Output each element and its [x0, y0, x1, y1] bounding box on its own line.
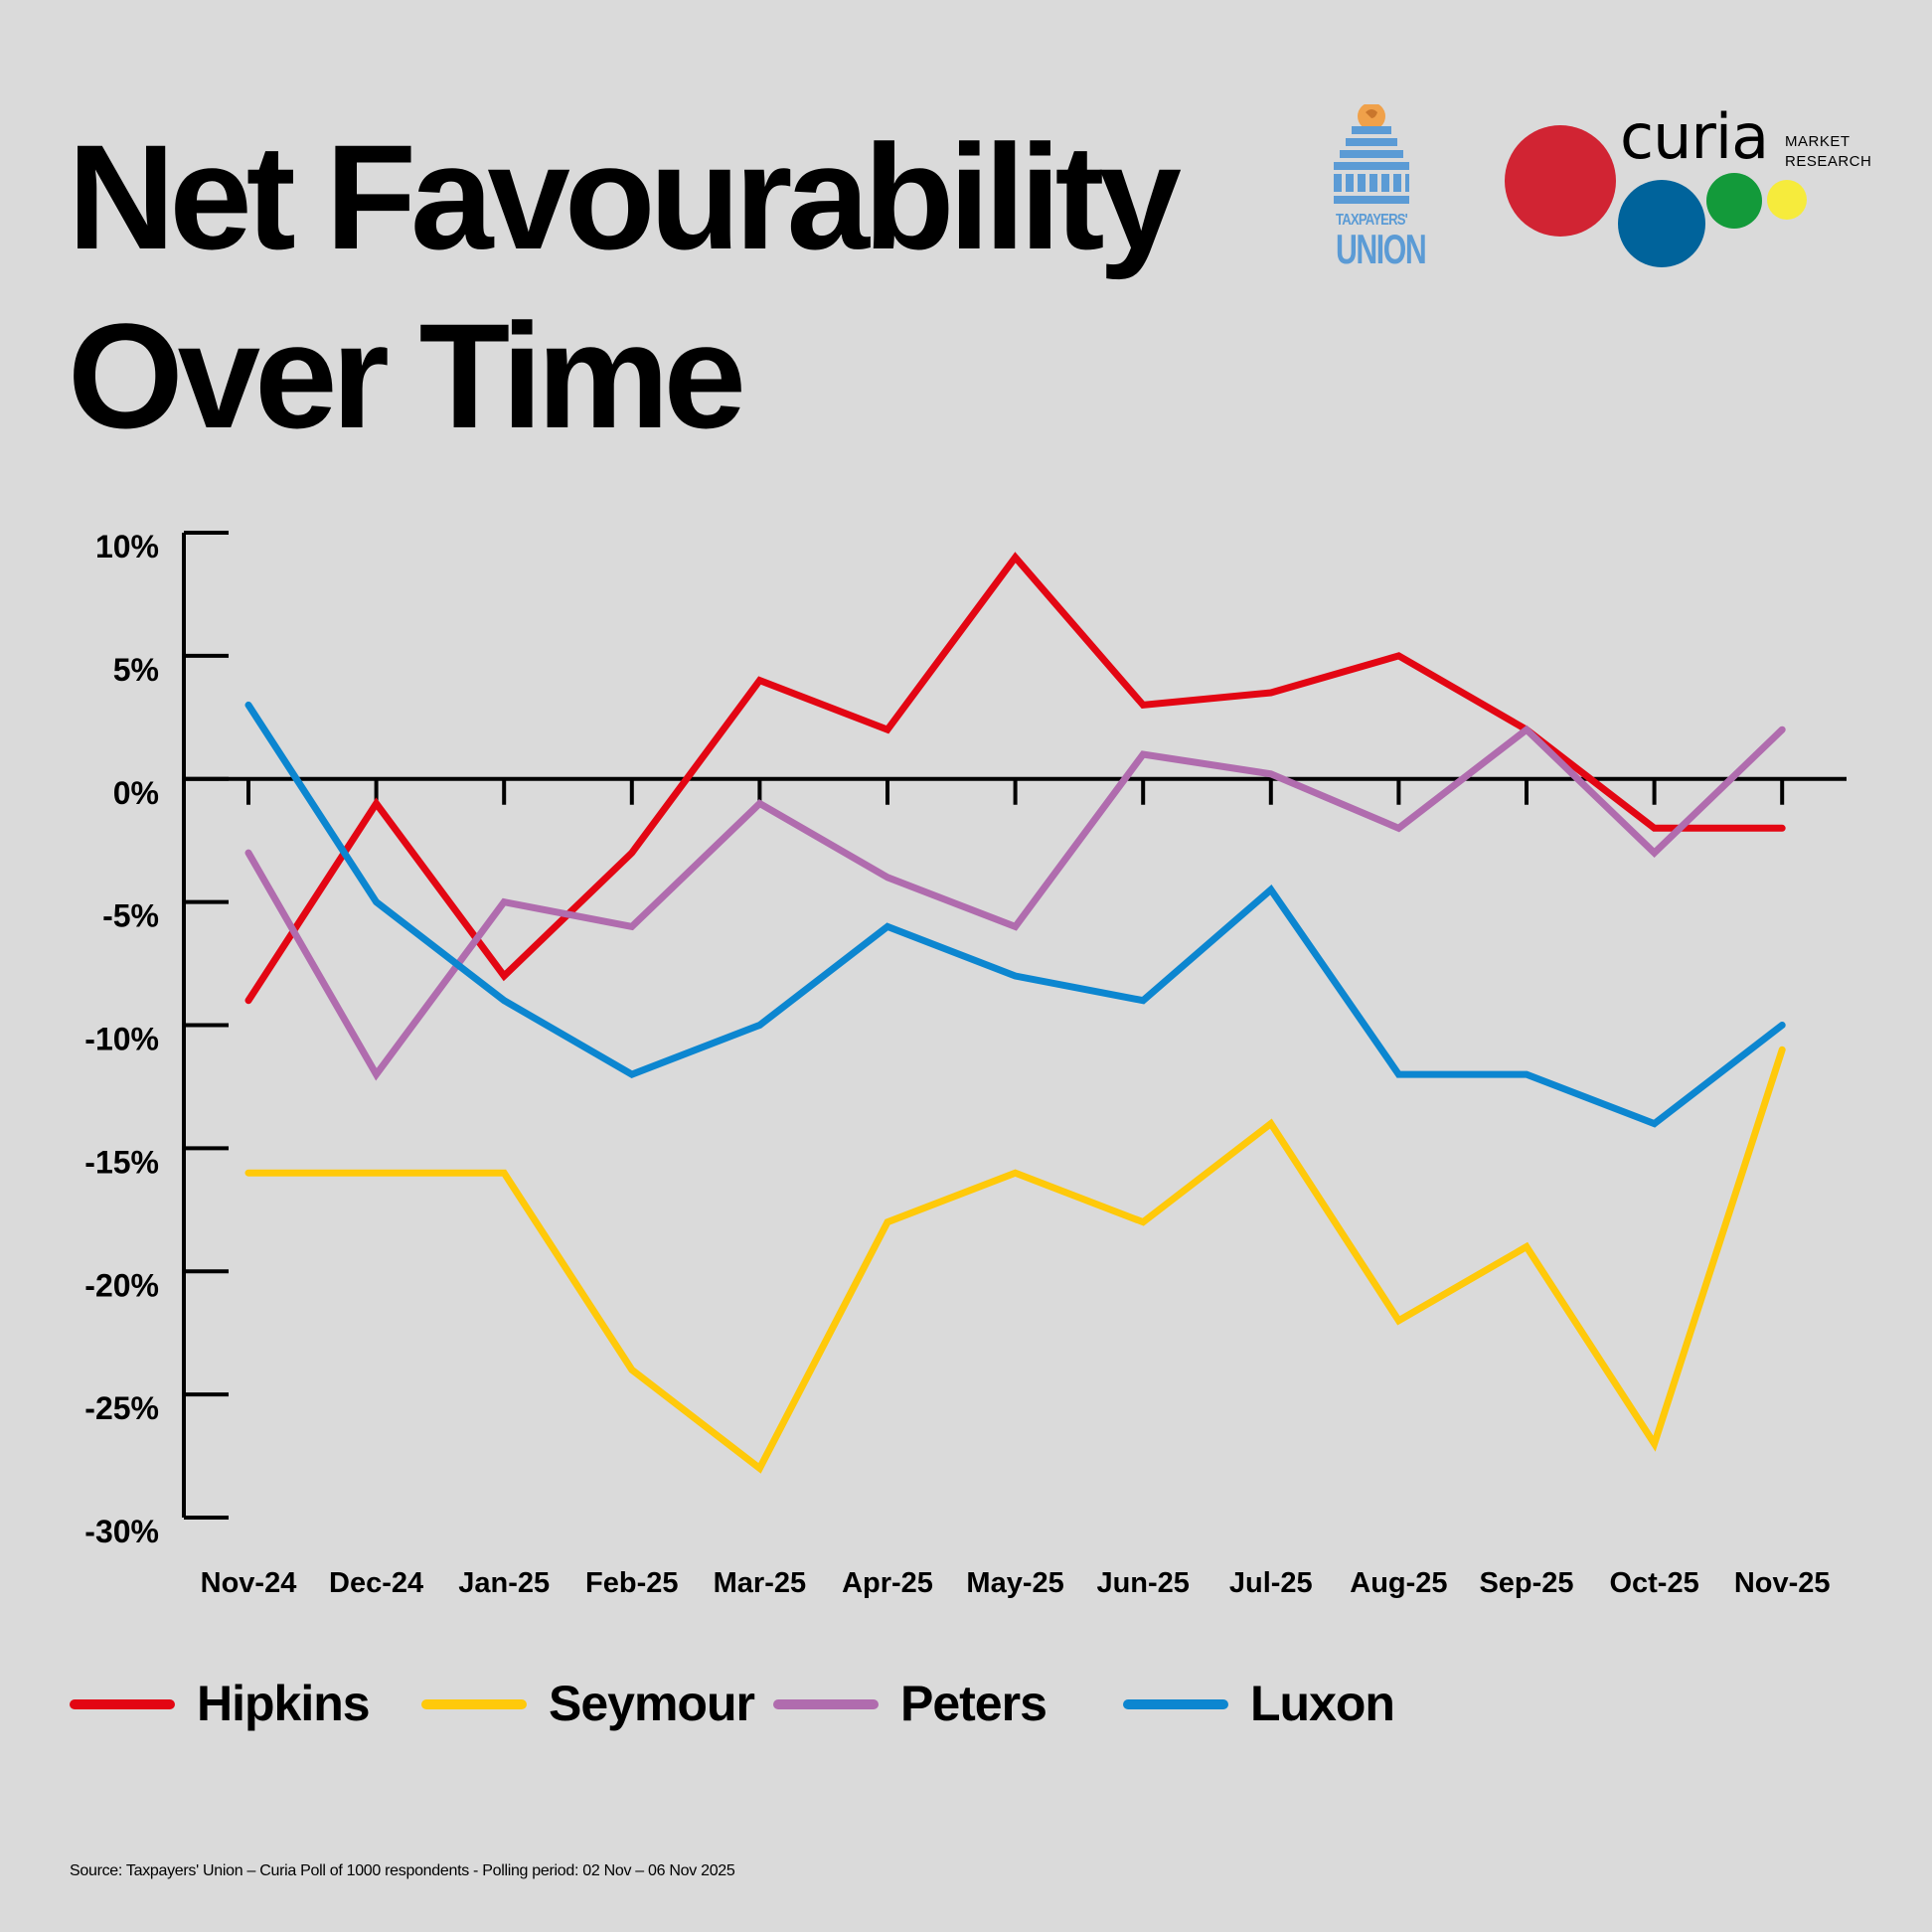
y-tick-label: 5%: [113, 652, 159, 688]
x-tick-label: Apr-25: [842, 1567, 933, 1599]
taxpayers-union-logo: TAXPAYERS' UNION: [1322, 102, 1427, 273]
y-tick-label: -10%: [84, 1022, 159, 1057]
series-line-luxon: [244, 701, 1786, 1128]
legend-swatch-luxon: [1123, 1699, 1228, 1709]
taxpayers-text: TAXPAYERS': [1336, 212, 1408, 229]
x-tick-label: Mar-25: [714, 1567, 807, 1599]
page-title: Net Favourability Over Time: [68, 107, 1182, 465]
legend-swatch-hipkins: [70, 1699, 175, 1709]
title-line-1: Net Favourability: [68, 113, 1182, 280]
source-note: Source: Taxpayers' Union – Curia Poll of…: [70, 1862, 735, 1879]
x-tick-label: Jan-25: [458, 1567, 550, 1599]
x-tick-label: Oct-25: [1609, 1567, 1698, 1599]
x-tick-label: Jul-25: [1229, 1567, 1313, 1599]
legend-label-seymour: Seymour: [549, 1676, 755, 1731]
y-tick-label: 0%: [113, 775, 159, 811]
legend-label-hipkins: Hipkins: [197, 1676, 371, 1731]
x-tick-label: Nov-25: [1734, 1567, 1831, 1599]
series-line-seymour: [244, 1046, 1786, 1474]
curia-sub-research: RESEARCH: [1785, 153, 1872, 170]
line-chart: 10% 5% 0% -5% -10% -15% -20% -25% -30% Nov-24 Dec…: [84, 529, 1847, 1599]
legend-swatch-seymour: [421, 1699, 527, 1709]
x-tick-label: Nov-24: [201, 1567, 297, 1599]
curia-circles-icon: [1505, 125, 1807, 267]
curia-subtitle: MARKET RESEARCH: [1785, 132, 1871, 172]
curia-sub-market: MARKET: [1785, 133, 1851, 150]
logos: TAXPAYERS' UNION curia MARKET RESEARCH: [1292, 94, 1888, 283]
curia-logo: curia MARKET RESEARCH: [1501, 94, 1878, 283]
x-tick-label: Dec-24: [329, 1567, 423, 1599]
legend-swatch-peters: [773, 1699, 879, 1709]
series-lines: [244, 552, 1786, 1474]
legend-label-peters: Peters: [900, 1676, 1047, 1731]
y-tick-label: -20%: [84, 1267, 159, 1303]
title-line-2: Over Time: [68, 292, 746, 459]
y-tick-label: -15%: [84, 1144, 159, 1180]
parliament-icon: [1334, 102, 1409, 204]
y-axis: 10% 5% 0% -5% -10% -15% -20% -25% -30%: [84, 529, 229, 1549]
x-tick-label: Feb-25: [585, 1567, 678, 1599]
x-tick-label: Jun-25: [1096, 1567, 1189, 1599]
y-tick-label: 10%: [95, 529, 159, 564]
x-tick-label: Aug-25: [1350, 1567, 1447, 1599]
x-tick-label: May-25: [966, 1567, 1063, 1599]
y-tick-label: -25%: [84, 1390, 159, 1426]
curia-wordmark: curia: [1620, 100, 1769, 173]
series-line-peters: [244, 724, 1786, 1081]
x-tick-label: Sep-25: [1479, 1567, 1573, 1599]
y-tick-label: -30%: [84, 1514, 159, 1549]
legend-label-luxon: Luxon: [1250, 1676, 1395, 1731]
x-axis: Nov-24 Dec-24 Jan-25 Feb-25 Mar-25 Apr-25 May-…: [184, 776, 1847, 1599]
y-tick-label: -5%: [102, 898, 159, 934]
